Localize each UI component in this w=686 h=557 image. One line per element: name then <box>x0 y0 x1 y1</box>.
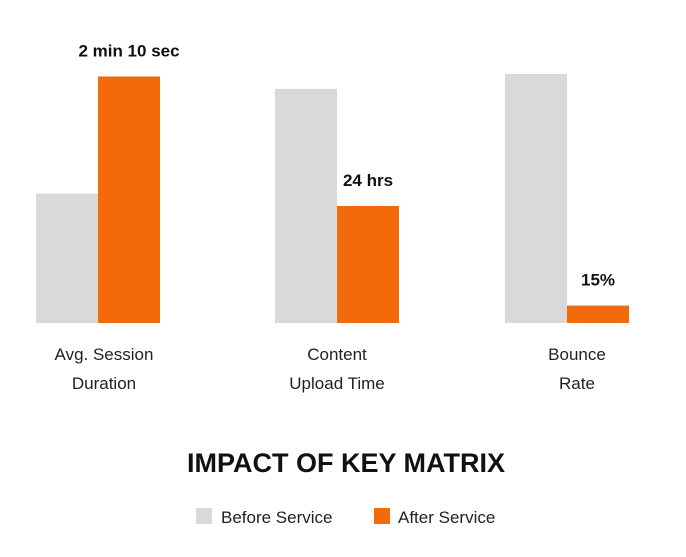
bar-after-1 <box>337 205 399 323</box>
category-label-1-1: Upload Time <box>289 374 384 393</box>
category-label-0-0: Avg. Session <box>55 345 154 364</box>
legend: Before Service After Service <box>196 508 495 527</box>
bar-after-2 <box>567 305 629 323</box>
category-label-0-1: Duration <box>72 374 136 393</box>
bar-before-2 <box>505 74 567 323</box>
legend-label-0: Before Service <box>221 508 333 527</box>
bar-after-0 <box>98 76 160 324</box>
category-label-1-0: Content <box>307 345 367 364</box>
bar-before-1 <box>275 88 337 323</box>
bars-group <box>36 74 629 324</box>
data-label-2: 15% <box>581 271 615 290</box>
category-label-2-0: Bounce <box>548 345 606 364</box>
legend-label-1: After Service <box>398 508 495 527</box>
legend-swatch-1 <box>374 508 390 524</box>
category-label-2-1: Rate <box>559 374 595 393</box>
bar-before-0 <box>36 193 98 323</box>
data-label-1: 24 hrs <box>343 171 393 190</box>
data-label-0: 2 min 10 sec <box>78 41 179 60</box>
legend-swatch-0 <box>196 508 212 524</box>
labels-group: 2 min 10 sec Avg. Session Duration 24 hrs Co… <box>55 41 615 393</box>
chart-title: IMPACT OF KEY MATRIX <box>187 448 505 478</box>
